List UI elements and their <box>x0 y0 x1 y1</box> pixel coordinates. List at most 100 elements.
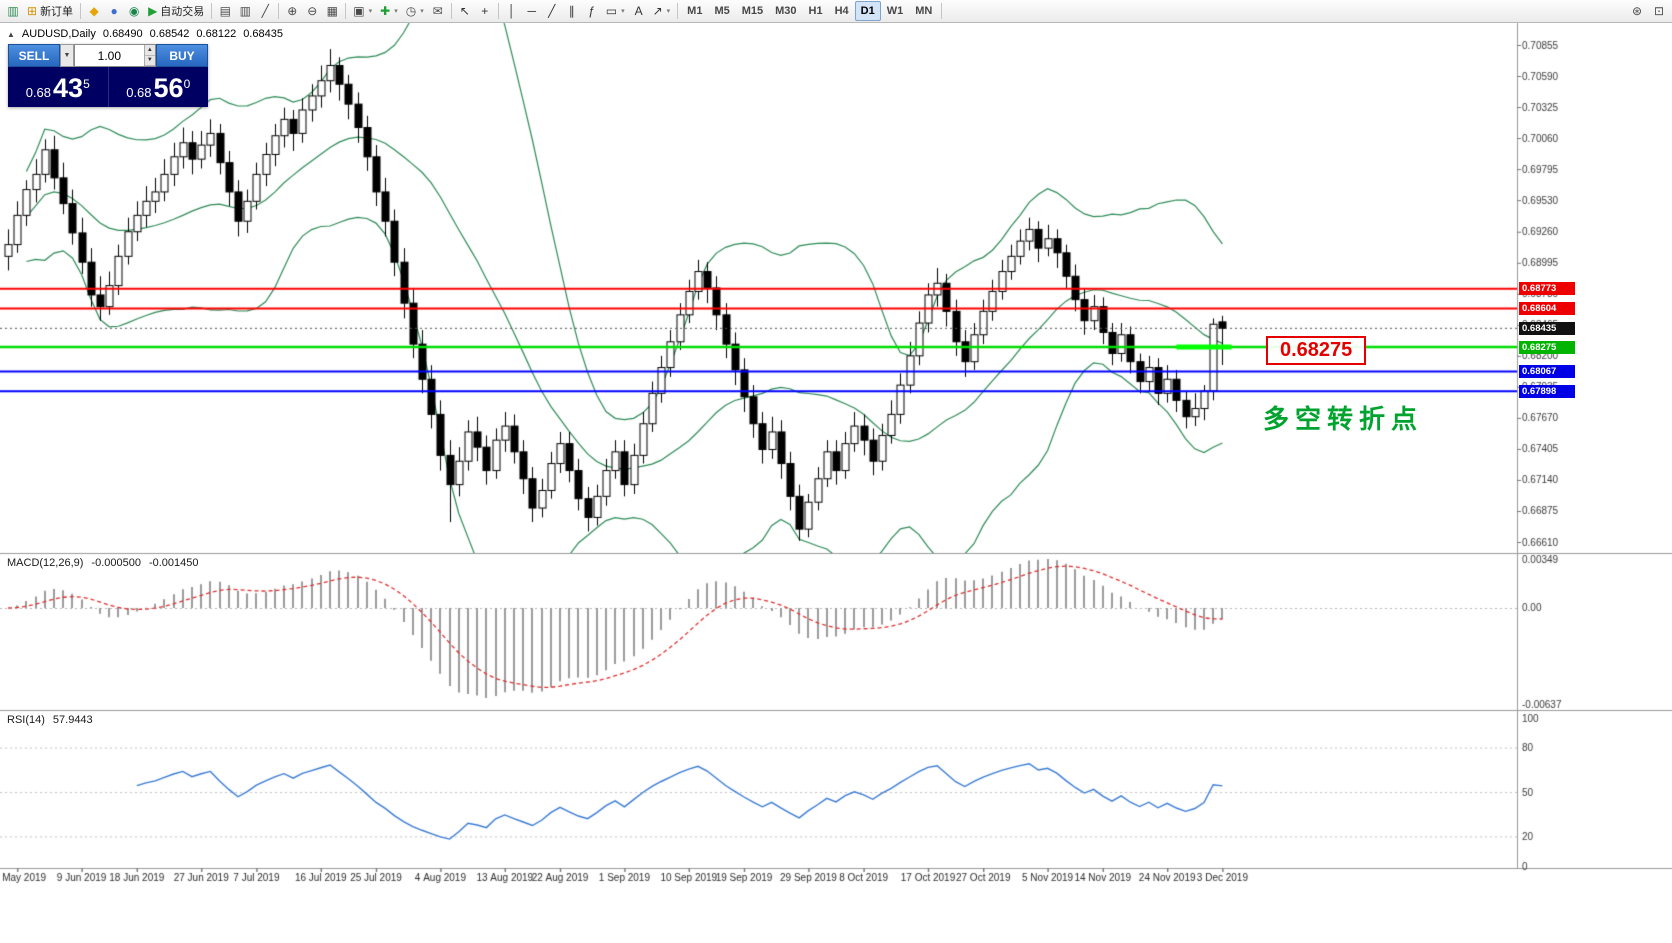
toolbar-separator <box>80 3 82 19</box>
timeframe-mn-button[interactable]: MN <box>915 5 933 17</box>
new-order-button[interactable]: ⊞ 新订单 <box>23 1 77 21</box>
timeframe-w1-button[interactable]: W1 <box>886 5 904 17</box>
period-clock-icon[interactable]: ◷ ▾ <box>402 1 428 21</box>
timeframe-m1-button[interactable]: M1 <box>687 5 703 17</box>
turning-point-annotation: 多空转折点 <box>1263 404 1424 434</box>
ohlc-open: 0.68490 <box>102 28 143 40</box>
horizontal-line-icon[interactable]: ─ <box>522 1 542 21</box>
dropdown-caret-icon: ▾ <box>621 8 625 15</box>
resistance-price-tag-2: 0.68604 <box>1519 302 1575 316</box>
equidistant-channel-icon: ∥ <box>568 4 575 18</box>
ohlc-high: 0.68542 <box>149 28 190 40</box>
community-icon[interactable]: ◉ <box>124 1 144 21</box>
profile-icon[interactable]: ● <box>104 1 124 21</box>
candle-chart-icon: ▥ <box>239 4 251 18</box>
current-price-tag: 0.68435 <box>1519 321 1575 335</box>
period-clock-icon: ◷ <box>405 4 417 18</box>
rsi-label: RSI(14) <box>7 714 45 726</box>
volume-up-button[interactable]: ▲ <box>144 45 155 56</box>
sell-price-display[interactable]: 0.68 43 5 <box>8 67 108 107</box>
sell-price-big: 43 <box>53 73 84 103</box>
dropdown-caret-icon: ▾ <box>666 8 671 15</box>
sell-button[interactable]: SELL <box>8 44 60 67</box>
sell-price-prefix: 0.68 <box>25 84 52 100</box>
collapse-panel-icon[interactable]: ▲ <box>7 29 15 39</box>
fibonacci-icon: ƒ <box>588 4 596 18</box>
trade-prices-row: 0.68 43 5 0.68 56 0 <box>8 67 208 107</box>
toolbar-separator <box>450 3 452 19</box>
horizontal-line-icon: ─ <box>527 4 536 18</box>
buy-price-pipette: 0 <box>183 77 191 91</box>
new-chart-icon: ✚ <box>380 4 391 18</box>
timeframe-m15-button[interactable]: M15 <box>741 5 764 17</box>
crosshair-icon: + <box>481 4 489 18</box>
crosshair-icon[interactable]: + <box>475 1 495 21</box>
rsi-value: 57.9443 <box>52 714 93 726</box>
terminal-chart-icon[interactable]: ▥ <box>3 1 23 21</box>
support-price-tag-1: 0.68067 <box>1519 364 1575 378</box>
cursor-icon[interactable]: ↖ <box>455 1 475 21</box>
equidistant-channel-icon[interactable]: ∥ <box>562 1 582 21</box>
profile-icon: ● <box>110 4 118 18</box>
toolbar-separator <box>211 3 213 19</box>
tile-windows-icon[interactable]: ▦ <box>322 1 342 21</box>
toolbar-button-label: 自动交易 <box>160 6 205 18</box>
arrow-objects-icon[interactable]: ↗ ▾ <box>649 1 675 21</box>
vertical-line-icon[interactable]: │ <box>502 1 522 21</box>
new-order-icon: ⊞ <box>27 4 38 18</box>
toolbar-separator <box>497 3 499 19</box>
autotrading-button[interactable]: ▶ 自动交易 <box>144 1 208 21</box>
new-chart-icon[interactable]: ✚ ▾ <box>376 1 402 21</box>
symbol-search-icon[interactable]: ⊛ <box>1627 1 1647 21</box>
chart-symbol-period: AUDUSD,Daily <box>21 28 96 40</box>
favorites-icon[interactable]: ◆ <box>84 1 104 21</box>
candle-chart-icon[interactable]: ▥ <box>235 1 255 21</box>
volume-input[interactable] <box>75 45 144 66</box>
trade-controls-row: SELL ▼ ▲ ▼ BUY <box>8 44 208 67</box>
line-chart-icon[interactable]: ╱ <box>255 1 275 21</box>
zoom-out-icon[interactable]: ⊖ <box>302 1 322 21</box>
zoom-in-icon[interactable]: ⊕ <box>282 1 302 21</box>
timeframe-h4-button[interactable]: H4 <box>834 5 849 17</box>
resistance-price-tag-1: 0.68773 <box>1519 282 1575 296</box>
timeframe-m5-button[interactable]: M5 <box>714 5 730 17</box>
arrange-windows-icon: ▣ <box>353 4 365 18</box>
volume-down-button[interactable]: ▼ <box>144 55 155 66</box>
text-label-icon[interactable]: A <box>629 1 649 21</box>
toolbar-right-group: ⊛ ⊡ <box>1627 1 1669 21</box>
arrange-windows-icon[interactable]: ▣ ▾ <box>349 1 376 21</box>
fibonacci-icon[interactable]: ƒ <box>582 1 602 21</box>
sell-price-pipette: 5 <box>83 77 90 91</box>
symbol-search-icon: ⊛ <box>1631 4 1643 18</box>
macd-label: MACD(12,26,9) <box>7 557 84 569</box>
ohlc-low: 0.68122 <box>196 28 237 40</box>
alerts-icon: ✉ <box>432 4 443 18</box>
macd-value-signal: -0.001450 <box>148 557 199 569</box>
trendline-icon[interactable]: ╱ <box>542 1 562 21</box>
cursor-icon: ↖ <box>459 4 470 18</box>
dropdown-caret-icon: ▾ <box>394 8 398 15</box>
chart-title-bar: ▲ AUDUSD,Daily 0.68490 0.68542 0.68122 0… <box>7 28 283 40</box>
favorites-icon: ◆ <box>89 4 99 18</box>
alerts-icon[interactable]: ✉ <box>428 1 448 21</box>
support-price-tag-2: 0.67898 <box>1519 384 1575 398</box>
main-toolbar: ▥ ⊞ 新订单 ◆ ● ◉ ▶ 自动交易 ▤ ▥ ╱ ⊕ ⊖ ▦ ▣ ▾ ✚ ▾ ◷ ▾ ✉ ↖ + │ ─ ╱ ∥ ƒ ▭ ▾ A ↗ ▾ M1… <box>0 0 1672 23</box>
shapes-icon: ▭ <box>605 4 618 18</box>
sell-options-button[interactable]: ▼ <box>60 44 74 67</box>
bar-chart-icon[interactable]: ▤ <box>215 1 235 21</box>
toolbar-button-label: 新订单 <box>40 6 74 18</box>
toolbar-separator <box>677 3 679 19</box>
community-icon: ◉ <box>128 4 140 18</box>
bar-chart-icon: ▤ <box>219 4 231 18</box>
window-layout-icon[interactable]: ⊡ <box>1649 1 1669 21</box>
buy-button[interactable]: BUY <box>156 44 208 67</box>
buy-price-big: 56 <box>153 73 184 103</box>
timeframe-d1-button[interactable]: D1 <box>854 1 881 21</box>
buy-price-display[interactable]: 0.68 56 0 <box>109 67 209 107</box>
shapes-icon[interactable]: ▭ ▾ <box>602 1 629 21</box>
macd-value-main: -0.000500 <box>91 557 141 569</box>
timeframe-h1-button[interactable]: H1 <box>808 5 823 17</box>
toolbar-separator <box>345 3 347 19</box>
timeframe-m30-button[interactable]: M30 <box>775 5 797 17</box>
